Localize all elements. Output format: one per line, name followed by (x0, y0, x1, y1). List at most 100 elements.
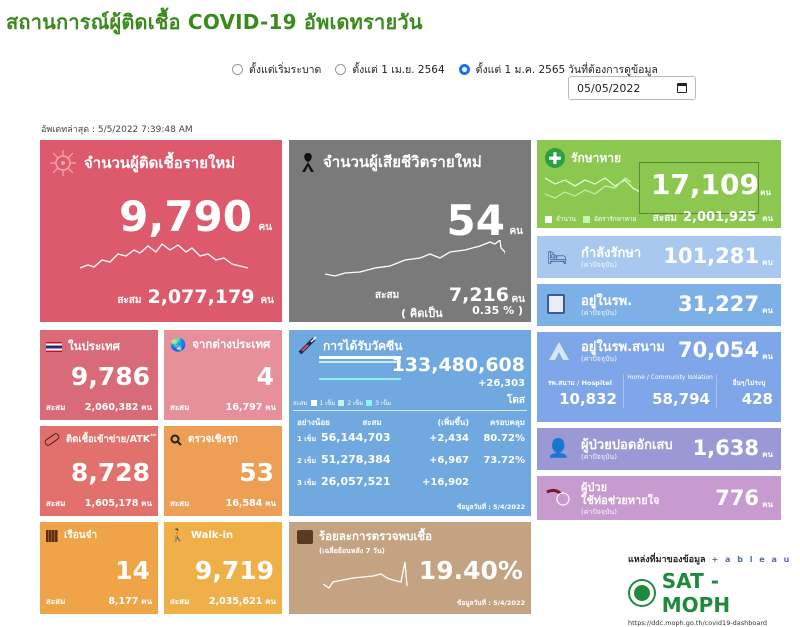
hospital-card: อยู่ในรพ. (ค่าปัจจุบัน) 31,227 คน (537, 284, 781, 326)
column-header: สะสม (362, 418, 382, 427)
date-input[interactable]: 05/05/2022 (568, 76, 696, 100)
unit-label: คน (265, 499, 276, 508)
patient-iv-icon: 👤 (547, 438, 570, 459)
source-label: แหล่งที่มาของข้อมูล (628, 555, 706, 565)
radio-icon[interactable] (335, 64, 347, 75)
hospital-building-icon (547, 294, 565, 314)
table-row: 3 เข็ม 26,057,521 +16,902 (297, 475, 525, 493)
card-title: ผู้ป่วย (581, 481, 608, 494)
domestic-cumulative: 2,060,382 (84, 402, 139, 413)
unit-label: คน (260, 295, 274, 306)
vaccine-card: การได้รับวัคซีน 133,480,608 +26,303 โดส … (289, 330, 531, 516)
card-note: (ค่าปัจจุบัน) (581, 261, 617, 269)
walking-person-icon: 🚶 (170, 528, 185, 542)
new-cases-value: 9,790 (119, 192, 252, 241)
card-title: กำลังรักษา (581, 246, 642, 261)
unit-label: คน (762, 306, 773, 315)
card-title: ร้อยละการตรวจพบเชื้อ (319, 529, 433, 543)
radio-icon[interactable] (232, 64, 243, 75)
pneumonia-card: 👤 ผู้ป่วยปอดอักเสบ (ค่าปัจจุบัน) 1,638 ค… (537, 428, 781, 470)
recovered-cumulative: 2,001,925 (682, 210, 757, 225)
vaccine-increase: +26,303 (478, 378, 525, 389)
card-title: อยู่ในรพ.สนาม (581, 340, 665, 355)
death-rate-value: 0.35 % ) (472, 304, 523, 317)
ventilator-card: ผู้ป่วย ใช้ท่อช่วยหายใจ (ค่าปัจจุบัน) 77… (537, 476, 781, 520)
globe-plane-icon: 🌏 (170, 337, 187, 353)
prison-card: เรือนจำ 14 สะสม 8,177 คน (40, 522, 158, 614)
legend-swatch (366, 400, 373, 406)
data-source: แหล่งที่มาของข้อมูล + a b l e a u SAT - … (628, 552, 793, 627)
radio-selected-icon[interactable] (458, 64, 470, 75)
dose-unit: โดส (507, 395, 525, 406)
breakdown-label: รพ.สนาม / Hospitel (548, 379, 612, 387)
atk-cumulative: 1,605,178 (84, 498, 139, 509)
prison-value: 14 (115, 556, 150, 585)
dose-coverage: 73.72% (483, 455, 525, 466)
vaccine-bar-dose1 (319, 356, 401, 359)
radio-since-jan-2565[interactable]: ตั้งแต่ 1 ม.ค. 2565 (458, 61, 565, 78)
vaccine-as-of: ข้อมูลวันที่ : 5/4/2022 (456, 503, 525, 511)
column-header: (เพิ่มขึ้น) (437, 418, 469, 427)
dose-label: 1 เข็ม (297, 435, 317, 443)
legend-swatch (310, 400, 317, 406)
dose-increase: +16,902 (422, 477, 469, 488)
unit-label: คน (509, 226, 523, 237)
plus-cross-icon: ✚ (545, 148, 565, 168)
radio-since-outbreak[interactable]: ตั้งแต่เริ่มระบาด (232, 61, 321, 78)
unit-label: คน (762, 352, 773, 361)
card-title: ตรวจเชิงรุก (188, 434, 238, 445)
card-title: ในประเทศ (68, 339, 120, 353)
unit-label: คน (762, 214, 773, 223)
card-title: อยู่ในรพ. (581, 294, 633, 309)
card-title: เรือนจำ (64, 530, 98, 541)
pneumonia-value: 1,638 (692, 436, 759, 460)
walkin-card: 🚶 Walk-in 9,719 สะสม 2,035,621 คน (164, 522, 282, 614)
legend-label: 3 เข็ม (375, 400, 392, 407)
deaths-card: จำนวนผู้เสียชีวิตรายใหม่ 54 คน สะสม 7,21… (289, 140, 531, 322)
breakdown-value: 10,832 (559, 390, 617, 408)
vaccine-total: 133,480,608 (391, 354, 525, 376)
page-title: สถานการณ์ผู้ติดเชื้อ COVID-19 อัพเดทรายว… (6, 10, 423, 34)
moph-seal-icon (628, 579, 656, 607)
breakdown-value: 58,794 (652, 390, 710, 408)
breakdown-hospitel: รพ.สนาม / Hospitel 10,832 (537, 374, 623, 408)
recovered-sparkline (545, 177, 641, 199)
card-subtitle: (เฉลี่ยย้อนหลัง 7 วัน) (319, 547, 385, 555)
date-value: 05/05/2022 (577, 81, 641, 95)
unit-label: คน (762, 450, 773, 459)
card-note: (ค่าปัจจุบัน) (581, 453, 617, 461)
card-title: จำนวนผู้เสียชีวิตรายใหม่ (323, 153, 482, 171)
new-cases-sparkline (80, 243, 249, 269)
abroad-card: 🌏 จากต่างประเทศ 4 สะสม 16,797 คน (164, 330, 282, 420)
table-row: 1 เข็ม 56,144,703 +2,434 80.72% (297, 431, 525, 449)
dose-increase: +6,967 (428, 455, 469, 466)
source-url[interactable]: https://ddc.moph.go.th/covid19-dashboard (628, 619, 768, 627)
dose-increase: +2,434 (428, 433, 469, 444)
calendar-icon[interactable] (677, 83, 687, 93)
active-search-card: ตรวจเชิงรุก 53 สะสม 16,584 คน (164, 426, 282, 516)
table-row: 2 เข็ม 51,278,384 +6,967 73.72% (297, 453, 525, 471)
legend-label: อัตรารักษาหาย (594, 215, 637, 223)
radio-since-apr-2564[interactable]: ตั้งแต่ 1 เม.ย. 2564 (335, 61, 445, 78)
death-rate-label: ( คิดเป็น (401, 307, 443, 320)
unit-label: คน (141, 597, 152, 606)
cumulative-label: สะสม (170, 403, 190, 412)
walkin-value: 9,719 (194, 556, 274, 585)
breakdown-label: Home / Community Isolation (627, 374, 713, 381)
vaccine-bar-dose3 (319, 378, 401, 380)
cumulative-label: สะสม (652, 213, 677, 224)
recovered-card: ✚ รักษาหาย 17,109 คน จำนวน อัตรารักษาหาย… (537, 140, 781, 228)
legend-label: 1 เข็ม (319, 400, 336, 407)
card-note: (ค่าปัจจุบัน) (581, 508, 617, 516)
positivity-sparkline (323, 561, 408, 589)
prison-cumulative: 8,177 (108, 596, 139, 607)
legend-swatch (545, 215, 552, 223)
magnifier-icon (170, 434, 182, 446)
hospital-bed-icon: 🛏 (547, 248, 568, 267)
legend-label: จำนวน (556, 215, 576, 223)
period-filter: ตั้งแต่เริ่มระบาด ตั้งแต่ 1 เม.ย. 2564 ต… (232, 61, 565, 78)
lab-technician-icon (297, 530, 313, 544)
date-label: วันที่ต้องการดูข้อมูล (568, 64, 658, 76)
domestic-value: 9,786 (70, 362, 150, 391)
card-title: Walk-in (190, 529, 234, 541)
